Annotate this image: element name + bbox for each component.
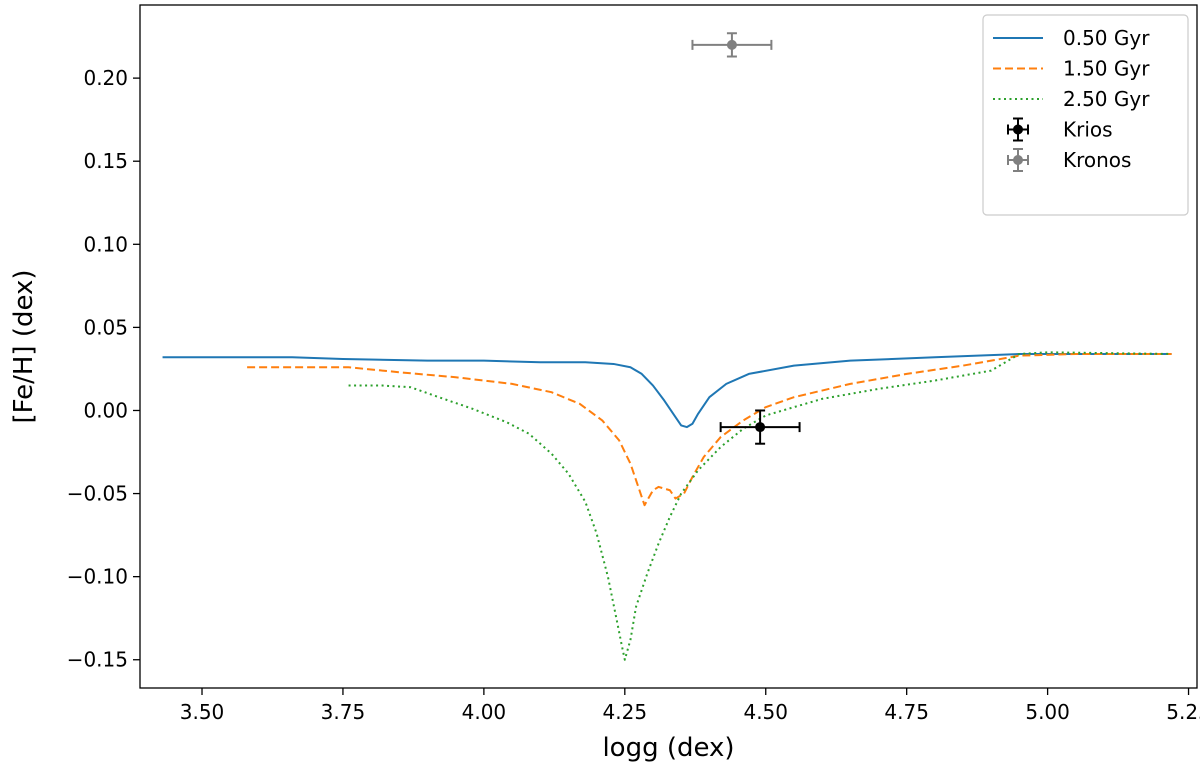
x-tick-label: 3.75 bbox=[321, 700, 366, 724]
data-point-0 bbox=[719, 409, 801, 445]
y-tick-label: 0.10 bbox=[83, 232, 128, 256]
legend-entry-0: 0.50 Gyr bbox=[993, 26, 1150, 50]
legend-label: Krios bbox=[1063, 118, 1113, 142]
legend-label: Kronos bbox=[1063, 148, 1131, 172]
x-tick-label: 4.00 bbox=[462, 700, 507, 724]
x-tick-label: 5.25 bbox=[1166, 700, 1200, 724]
x-tick-label: 4.50 bbox=[743, 700, 788, 724]
legend-box bbox=[982, 14, 1189, 216]
plot-frame bbox=[139, 4, 1198, 689]
x-axis-label: logg (dex) bbox=[602, 733, 734, 763]
data-point-1 bbox=[691, 32, 773, 58]
y-tick-label: −0.05 bbox=[67, 482, 128, 506]
y-tick-label: 0.05 bbox=[83, 315, 128, 339]
y-tick-label: −0.10 bbox=[67, 565, 128, 589]
series-line-1 bbox=[247, 352, 1172, 507]
legend-marker-3 bbox=[1007, 117, 1029, 142]
x-tick-label: 4.25 bbox=[603, 700, 648, 724]
legend-entry-1: 1.50 Gyr bbox=[993, 57, 1150, 81]
legend-marker-4 bbox=[1007, 148, 1029, 172]
legend-label: 0.50 Gyr bbox=[1063, 26, 1150, 50]
legend-label: 2.50 Gyr bbox=[1063, 87, 1150, 111]
y-tick-label: −0.15 bbox=[67, 648, 128, 672]
legend-label: 1.50 Gyr bbox=[1063, 57, 1150, 81]
y-tick-label: 0.00 bbox=[83, 398, 128, 422]
legend: 0.50 Gyr 1.50 Gyr 2.50 Gyr Krios Kronos bbox=[982, 14, 1189, 216]
y-axis-label: [Fe/H] (dex) bbox=[9, 269, 39, 423]
legend-entry-2: 2.50 Gyr bbox=[993, 87, 1150, 111]
legend-entry-3: Krios bbox=[1007, 117, 1113, 142]
x-axis: 3.50 3.75 4.00 4.25 4.50 4.75 5.00 5.25 bbox=[180, 688, 1200, 724]
y-tick-label: 0.15 bbox=[83, 149, 128, 173]
plot-area bbox=[162, 32, 1172, 661]
legend-entry-4: Kronos bbox=[1007, 148, 1131, 172]
y-axis: −0.15 −0.10 −0.05 0.00 0.05 0.10 0.15 0.20 bbox=[67, 66, 140, 672]
x-tick-label: 4.75 bbox=[884, 700, 929, 724]
x-tick-label: 3.50 bbox=[180, 700, 225, 724]
series-line-2 bbox=[348, 351, 1172, 661]
y-tick-label: 0.20 bbox=[83, 66, 128, 90]
x-tick-label: 5.00 bbox=[1025, 700, 1070, 724]
series-line-0 bbox=[162, 352, 1172, 429]
